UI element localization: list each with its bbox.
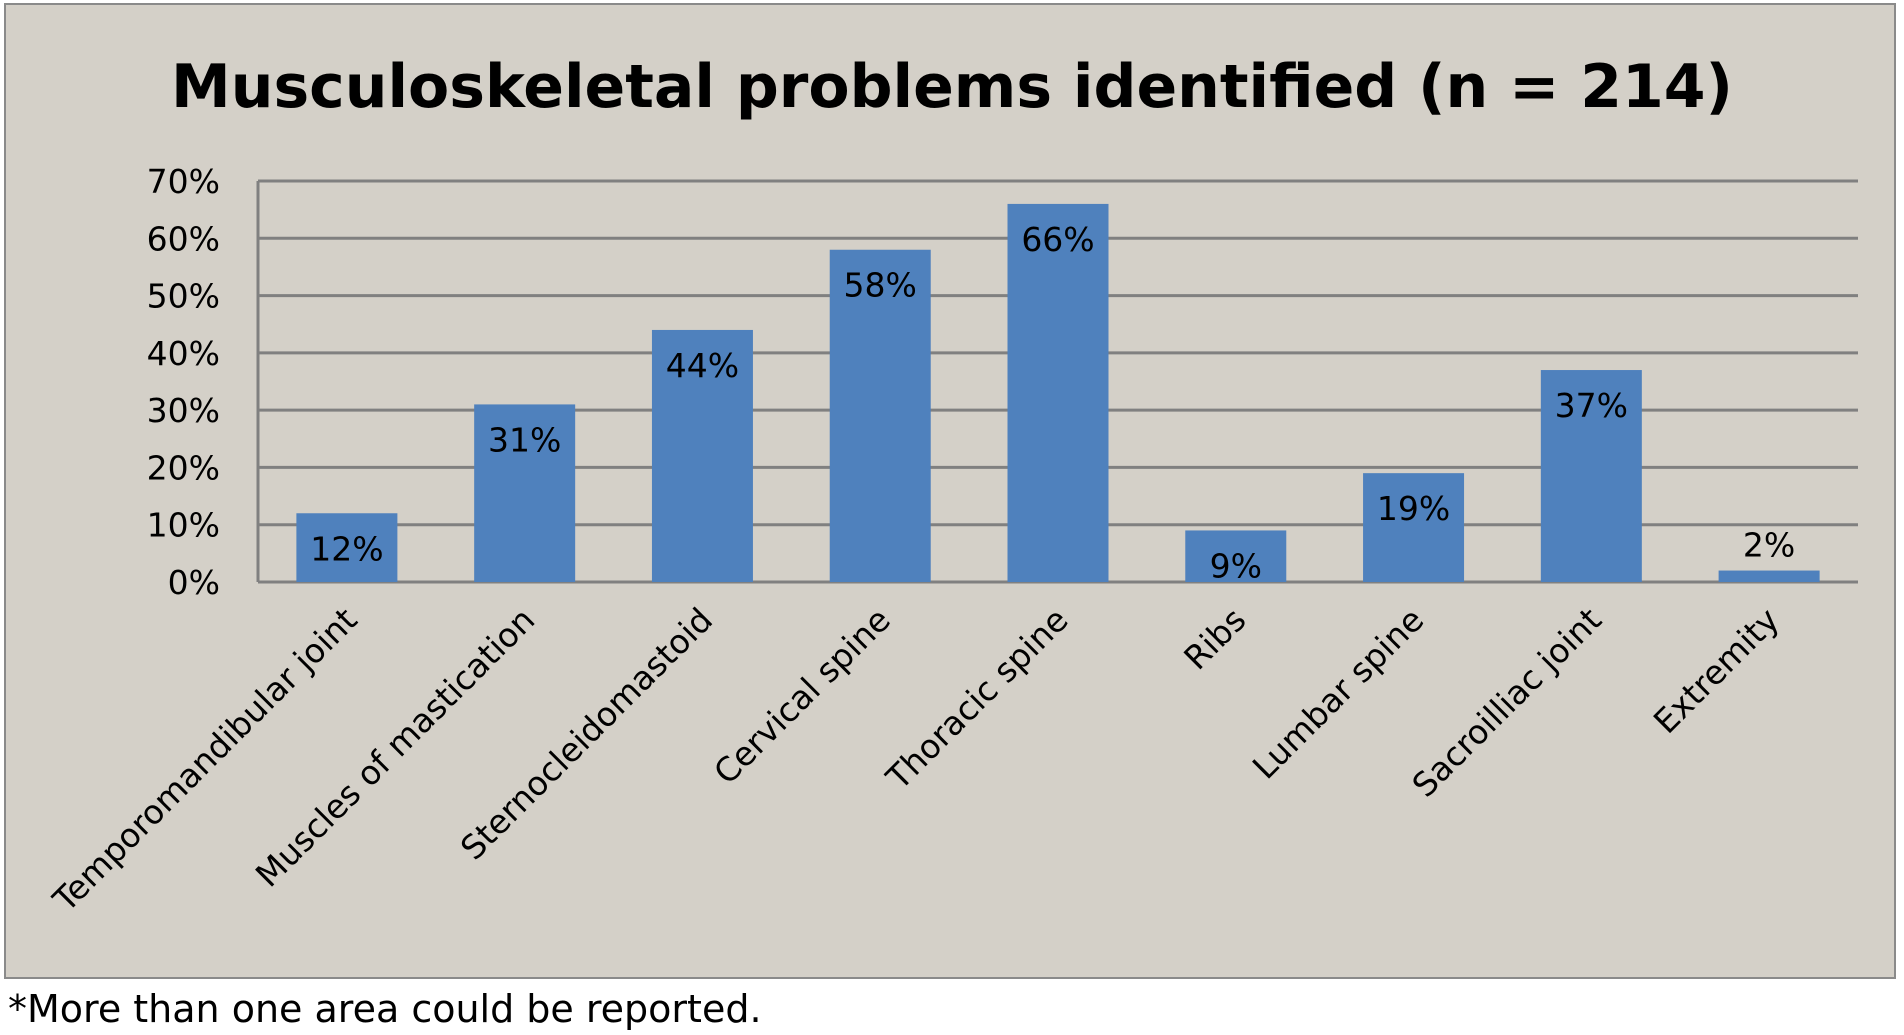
data-labels: 12% 31% 44% 58% 66% 9% 19% 37% 2% — [310, 220, 1795, 586]
category-label: Thoracic spine — [878, 600, 1076, 798]
data-label: 66% — [1021, 220, 1094, 259]
bar — [829, 249, 931, 582]
data-label: 58% — [844, 266, 917, 305]
category-label: Ribs — [1176, 600, 1253, 677]
bar — [1185, 530, 1287, 582]
bar — [296, 513, 398, 582]
y-tick-label: 30% — [147, 391, 220, 430]
bar — [474, 404, 576, 582]
category-label: Cervical spine — [706, 600, 898, 792]
data-label: 19% — [1377, 489, 1450, 528]
chart-frame: Musculoskeletal problems identified (n =… — [4, 3, 1896, 979]
data-label: 12% — [310, 529, 383, 568]
data-label: 2% — [1743, 526, 1795, 565]
data-label: 9% — [1210, 546, 1262, 585]
bars — [296, 203, 1820, 582]
data-label: 37% — [1555, 386, 1628, 425]
y-tick-label: 60% — [147, 219, 220, 258]
category-label: Temporomandibular joint — [45, 600, 365, 920]
bar — [1363, 473, 1465, 582]
category-label: Lumbar spine — [1245, 600, 1431, 786]
y-tick-label: 70% — [147, 162, 220, 201]
footnote: *More than one area could be reported. — [8, 987, 762, 1031]
y-axis-ticks: 0% 10% 20% 30% 40% 50% 60% 70% — [147, 162, 220, 602]
bar-chart: Musculoskeletal problems identified (n =… — [45, 52, 1858, 920]
y-tick-label: 10% — [147, 506, 220, 545]
data-label: 31% — [488, 420, 561, 459]
y-tick-label: 50% — [147, 277, 220, 316]
y-tick-label: 40% — [147, 334, 220, 373]
bar — [1718, 570, 1820, 582]
y-tick-label: 20% — [147, 448, 220, 487]
chart-title: Musculoskeletal problems identified (n =… — [171, 52, 1733, 122]
bar — [1540, 370, 1642, 582]
bar — [1007, 203, 1109, 582]
data-label: 44% — [666, 346, 739, 385]
bar — [651, 329, 753, 582]
y-tick-label: 0% — [168, 563, 220, 602]
category-label: Sacroilliac joint — [1404, 600, 1609, 805]
category-label: Extremity — [1646, 600, 1787, 741]
